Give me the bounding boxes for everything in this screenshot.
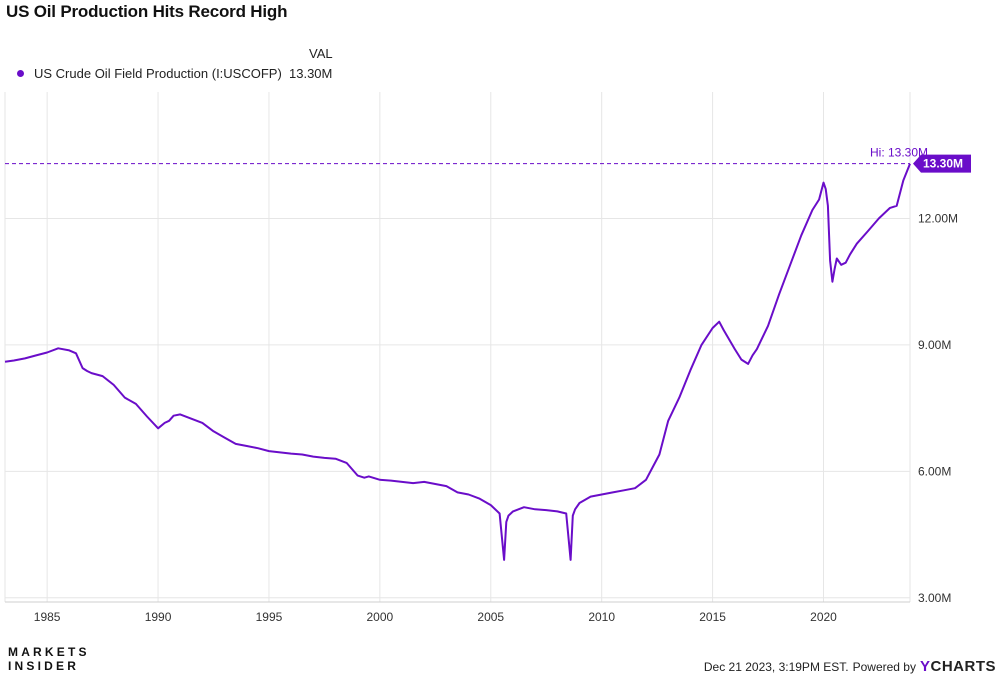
legend-dot-icon: [17, 70, 24, 77]
markets-insider-logo: MARKETS INSIDER: [8, 645, 90, 673]
footer-powered-by: Powered by: [852, 659, 916, 674]
x-tick-label: 1995: [256, 610, 283, 624]
brand-line-1: MARKETS: [8, 645, 90, 659]
legend-column-header: VAL: [309, 46, 333, 61]
ycharts-logo-text: CHARTS: [930, 658, 996, 675]
y-tick-label: 12.00M: [918, 211, 958, 225]
annotation-layer: Hi: 13.30M 13.30M: [5, 146, 971, 173]
chart-title: US Oil Production Hits Record High: [6, 2, 288, 21]
ycharts-logo-y: Y: [919, 658, 931, 675]
high-annotation-label: Hi: 13.30M: [870, 146, 928, 160]
x-tick-label: 2015: [699, 610, 726, 624]
y-tick-label: 3.00M: [918, 591, 951, 605]
series-layer: [4, 163, 911, 561]
y-tick-label: 9.00M: [918, 338, 951, 352]
series-line-us-crude-oil-production[interactable]: [4, 163, 911, 561]
legend-entry[interactable]: US Crude Oil Field Production (I:USCOFP): [17, 66, 282, 81]
axis-layer: 1985 1990 1995 2000 2005 2010 2015 2020 3.00M 6.0…: [34, 211, 958, 624]
x-tick-label: 2005: [477, 610, 504, 624]
grid-layer: [4, 92, 911, 603]
x-tick-label: 2020: [810, 610, 837, 624]
last-value-badge-text: 13.30M: [923, 157, 963, 171]
legend-series-label: US Crude Oil Field Production (I:USCOFP): [34, 66, 282, 81]
y-tick-label: 6.00M: [918, 464, 951, 478]
x-tick-label: 2000: [367, 610, 394, 624]
x-tick-label: 1985: [34, 610, 61, 624]
x-tick-label: 1990: [145, 610, 172, 624]
legend-series-value: 13.30M: [289, 66, 333, 81]
footer-attribution: Dec 21 2023, 3:19PM EST. Powered by YCHA…: [704, 658, 996, 675]
footer-timestamp: Dec 21 2023, 3:19PM EST.: [703, 659, 849, 674]
brand-line-2: INSIDER: [8, 659, 80, 673]
ycharts-logo[interactable]: YCHARTS: [920, 658, 996, 675]
x-tick-label: 2010: [588, 610, 615, 624]
last-value-badge: [913, 154, 971, 173]
